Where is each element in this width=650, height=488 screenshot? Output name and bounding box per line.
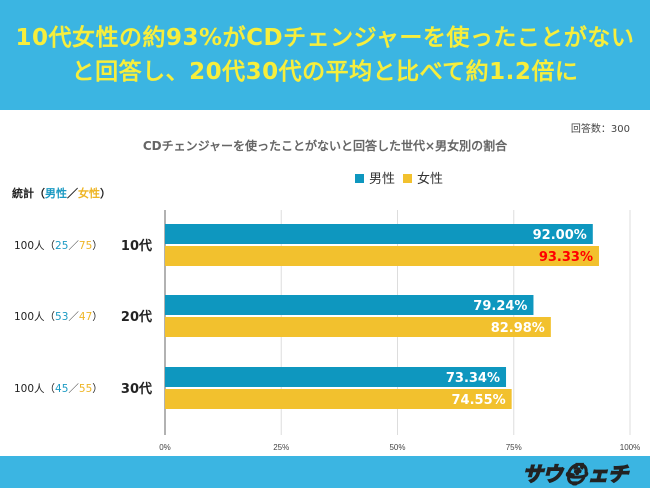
legend-female: 女性 [403,168,443,187]
data-label: 82.98% [491,321,545,336]
data-label: 92.00% [533,228,587,243]
chart-title: CDチェンジャーを使ったことがないと回答した世代×男女別の割合 [142,139,508,153]
data-label: 74.55% [452,393,506,408]
row-stats: 100人（25／75） [14,240,103,252]
response-count: 回答数：300 [570,124,630,135]
bar-male [165,295,534,315]
category-label: 20代 [121,309,152,325]
bar-female [165,246,599,266]
row-stats: 100人（45／55） [14,383,103,395]
data-label: 79.24% [473,299,527,314]
bar-female [165,317,551,337]
headline-line1: 10代女性の約93%がCDチェンジャーを使ったことがない [15,25,635,51]
category-label: 10代 [121,238,152,254]
bar-male [165,224,593,244]
stats-header: 統計（男性／女性） [12,187,111,200]
x-tick-label: 50% [389,443,405,452]
category-label: 30代 [121,381,152,397]
bar-male [165,367,507,387]
headline-line2: と回答し、20代30代の平均と比べて約1.2倍に [71,59,579,85]
logo: サウ⛑ェチ [522,461,629,487]
legend: 男性 女性 [355,168,443,187]
data-label: 93.33% [539,250,593,265]
data-label: 73.34% [446,371,500,386]
bar-female [165,389,512,409]
row-stats: 100人（53／47） [14,311,103,323]
x-tick-label: 25% [273,443,289,452]
header-banner: 10代女性の約93%がCDチェンジャーを使ったことがない と回答し、20代30代… [0,0,650,110]
x-tick-label: 75% [506,443,522,452]
x-tick-label: 100% [620,443,640,452]
footer-banner: サウ⛑ェチ [0,456,650,488]
x-tick-label: 0% [159,443,171,452]
legend-male: 男性 [355,168,395,187]
